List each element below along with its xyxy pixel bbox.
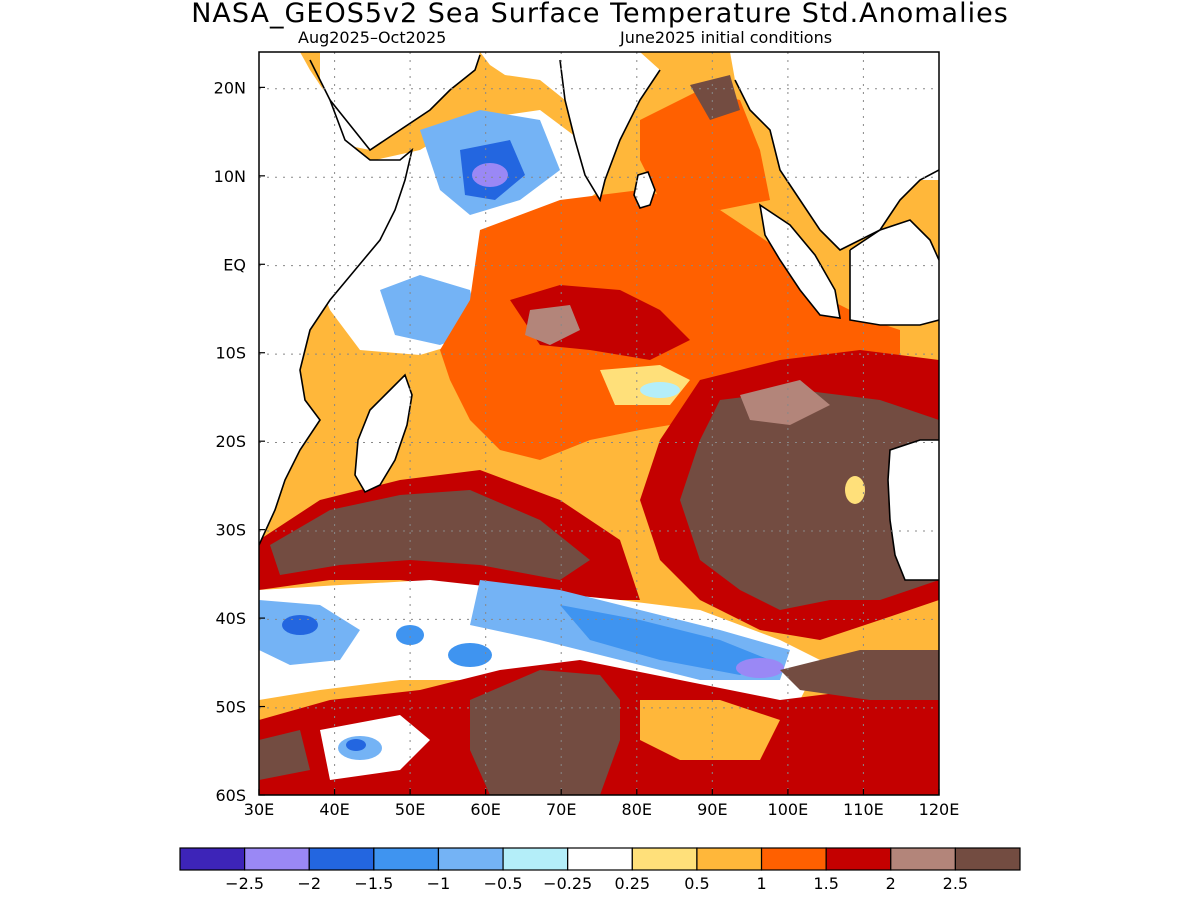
colorbar-label: −2.5	[225, 874, 264, 893]
colorbar-label: 0.25	[614, 874, 650, 893]
lon-tick-label: 40E	[319, 800, 349, 819]
lon-tick-label: 30E	[244, 800, 274, 819]
colorbar-label: 2.5	[943, 874, 968, 893]
lat-tick-label: EQ	[223, 255, 246, 274]
india-land	[480, 52, 660, 200]
west-cold-core	[282, 615, 318, 635]
anomaly-field	[259, 52, 939, 795]
colorbar-swatch	[760, 847, 827, 871]
lon-tick-label: 70E	[546, 800, 576, 819]
west-cold-cell	[396, 625, 424, 645]
colorbar-swatch	[890, 847, 956, 871]
lon-tick-label: 120E	[919, 800, 960, 819]
lat-tick-label: 10S	[215, 344, 246, 363]
lon-tick-label: 50E	[395, 800, 425, 819]
far-south-warm	[640, 700, 780, 760]
southeast-mild-hot	[740, 380, 830, 425]
se-asia-land	[730, 52, 939, 250]
australia-land	[888, 440, 939, 580]
central-patch	[525, 305, 580, 345]
southeast-band	[780, 650, 939, 700]
africa-coast	[259, 59, 414, 546]
arabia-coast	[329, 54, 481, 152]
far-south-very-hot	[470, 670, 620, 795]
arabia-land	[320, 52, 480, 150]
central-cold-cell	[448, 643, 492, 667]
initial-conditions: June2025 initial conditions	[620, 28, 833, 47]
colorbar-label: 1	[756, 874, 766, 893]
lat-tick-label: 60S	[215, 786, 246, 805]
longitude-axis: 30E 40E 50E 60E 70E 80E 90E 100E 110E 120E	[244, 789, 960, 819]
colorbar-label: 0.5	[684, 874, 709, 893]
colorbar-swatch	[502, 847, 569, 871]
madagascar-coast	[354, 373, 413, 494]
central-cold-spot	[640, 382, 680, 398]
lat-tick-label: 20N	[214, 78, 246, 97]
colorbar-swatch	[437, 847, 504, 871]
arabian-sea-min	[472, 163, 508, 187]
lon-tick-label: 90E	[697, 800, 727, 819]
far-south-cold-core	[346, 739, 366, 751]
southwest-corner	[259, 730, 310, 780]
se-asia-coast	[734, 79, 939, 251]
southern-cold-min	[736, 658, 784, 678]
lat-tick-label: 50S	[215, 698, 246, 717]
bay-of-bengal-hot	[690, 75, 740, 120]
colorbar: −2.5 −2 −1.5 −1 −0.5 −0.25 0.25 0.5 1 1.5 2 2.5	[179, 847, 1021, 893]
gridlines	[259, 52, 939, 795]
borneo-java-coast	[849, 219, 939, 326]
sri-lanka-land	[634, 172, 655, 208]
lon-tick-label: 100E	[768, 800, 809, 819]
colorbar-label: −1.5	[354, 874, 393, 893]
forecast-period: Aug2025–Oct2025	[298, 28, 447, 47]
colorbar-swatch	[244, 847, 310, 871]
lon-tick-label: 60E	[470, 800, 500, 819]
australia-coast	[887, 439, 939, 581]
east-mild-spot	[845, 476, 865, 504]
colorbar-swatch	[567, 847, 633, 871]
map-title: NASA_GEOS5v2 Sea Surface Temperature Std…	[191, 0, 1009, 29]
sumatra-land	[760, 205, 840, 318]
sri-lanka-coast	[633, 171, 656, 209]
colorbar-swatch	[696, 847, 763, 871]
africa-land	[259, 52, 412, 545]
lat-tick-label: 20S	[215, 432, 246, 451]
colorbar-label: −0.5	[484, 874, 523, 893]
southwest-very-hot	[270, 490, 590, 580]
colorbar-label: 1.5	[813, 874, 838, 893]
southeast-very-hot	[680, 390, 939, 610]
colorbar-label: −1	[427, 874, 451, 893]
colorbar-label: 2	[886, 874, 896, 893]
madagascar-land	[355, 375, 412, 492]
southern-cold-strong	[560, 605, 770, 675]
colorbar-label: −2	[297, 874, 321, 893]
lat-tick-label: 40S	[215, 609, 246, 628]
india-coast	[559, 59, 661, 203]
colorbar-swatch	[179, 847, 246, 871]
lon-tick-label: 110E	[843, 800, 884, 819]
sumatra-coast	[758, 203, 841, 319]
map-frame	[258, 51, 940, 796]
latitude-axis: 20N 10N EQ 10S 20S 30S 40S 50S 60S	[214, 78, 265, 805]
colorbar-swatch	[954, 847, 1021, 871]
lat-tick-label: 30S	[215, 521, 246, 540]
colorbar-swatch	[631, 847, 698, 871]
colorbar-swatch	[373, 847, 440, 871]
colorbar-swatch	[825, 847, 892, 871]
colorbar-swatch	[308, 847, 375, 871]
bay-of-bengal-warm	[640, 90, 770, 210]
lon-tick-label: 80E	[622, 800, 652, 819]
lat-tick-label: 10N	[214, 167, 246, 186]
colorbar-label: −0.25	[543, 874, 592, 893]
borneo-java-land	[850, 220, 939, 325]
coastlines	[259, 54, 939, 581]
